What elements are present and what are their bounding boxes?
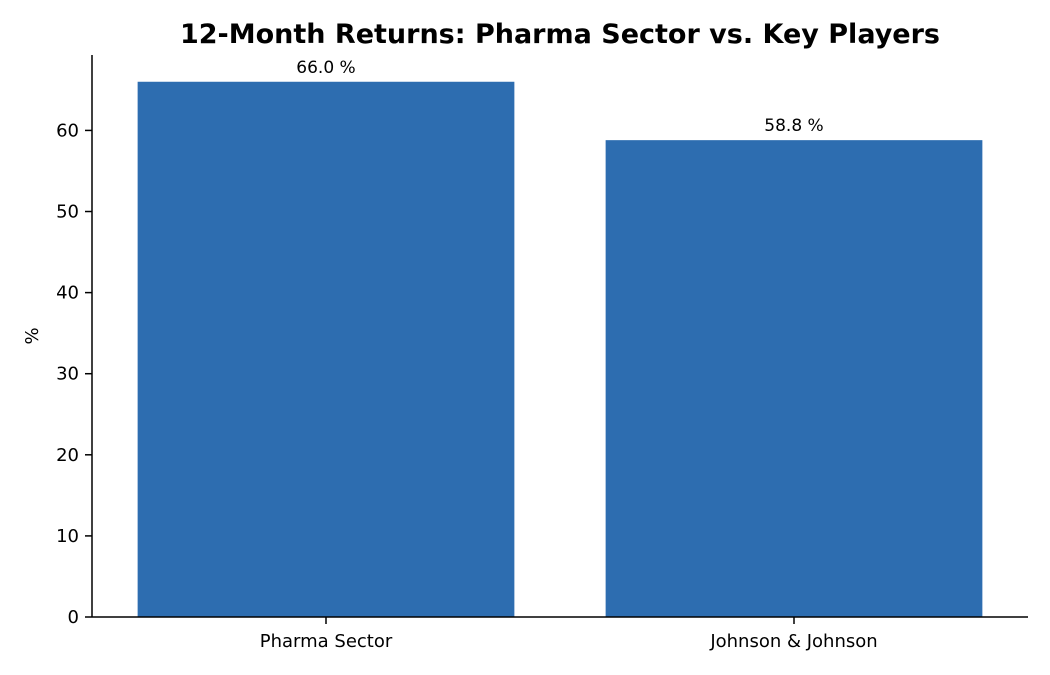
y-tick-label-0: 0 — [68, 607, 79, 628]
x-tick-label-0: Pharma Sector — [260, 631, 393, 652]
y-tick-label-1: 10 — [56, 526, 79, 547]
chart-title: 12-Month Returns: Pharma Sector vs. Key … — [180, 19, 940, 50]
y-tick-label-6: 60 — [56, 120, 79, 141]
y-axis-label: % — [22, 327, 43, 344]
data-label-0: 66.0 % — [296, 58, 355, 78]
y-tick-label-5: 50 — [56, 202, 79, 223]
x-tick-label-1: Johnson & Johnson — [709, 631, 877, 652]
bar-1 — [605, 140, 983, 617]
plot-area: 66.0 % Pharma Sector 58.8 % Johnson & Johns… — [56, 55, 1028, 652]
y-tick-label-2: 20 — [56, 445, 79, 466]
data-label-1: 58.8 % — [764, 116, 823, 136]
y-tick-label-4: 40 — [56, 283, 79, 304]
bar-0 — [137, 81, 515, 617]
y-tick-label-3: 30 — [56, 364, 79, 385]
